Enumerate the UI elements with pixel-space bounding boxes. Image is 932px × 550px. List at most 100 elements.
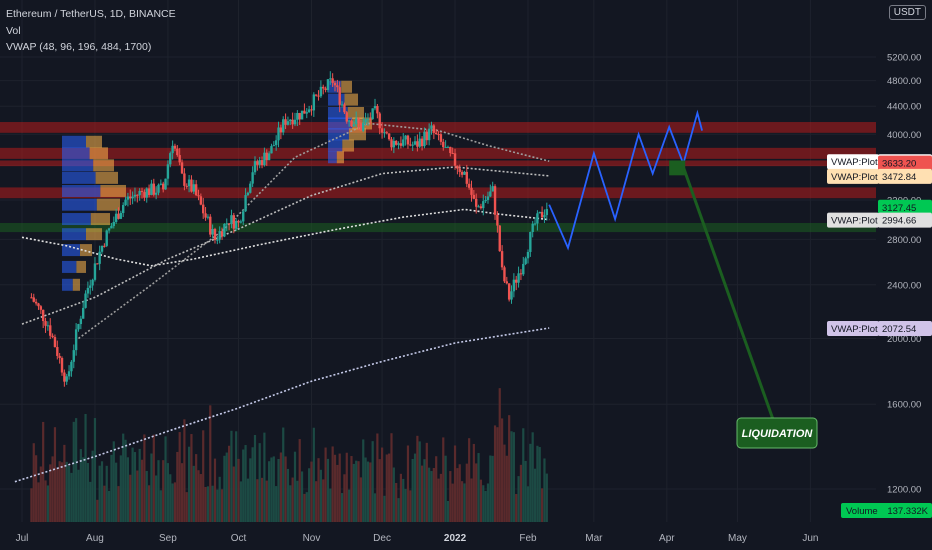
volume-bar <box>519 464 523 522</box>
zone-resistance <box>0 147 876 159</box>
volume-bar <box>169 474 172 522</box>
candle-body <box>406 135 410 145</box>
candle-body <box>397 143 400 145</box>
volume-bar <box>183 419 186 522</box>
vol-legend[interactable]: Vol <box>6 25 21 37</box>
candle-body <box>197 195 200 197</box>
y-tick-label: 4000.00 <box>887 130 921 141</box>
candle-body <box>286 121 290 125</box>
candle-body <box>239 221 243 223</box>
candle-body <box>51 335 54 338</box>
candle-body <box>190 179 193 192</box>
profile-bar-sell <box>342 139 354 152</box>
candle-body <box>366 118 370 120</box>
candle-body <box>347 120 351 122</box>
volume-bar <box>510 431 513 522</box>
x-tick-label: Sep <box>159 533 177 544</box>
profile-bar-sell <box>96 198 120 211</box>
candle-body <box>362 122 365 131</box>
series-name-box <box>827 212 879 228</box>
volume-bar <box>460 481 464 522</box>
volume-bar <box>416 435 419 522</box>
currency-selector[interactable]: USDT <box>888 5 926 20</box>
volume-bar <box>428 467 431 522</box>
candle-body <box>500 251 504 268</box>
volume-bar <box>508 415 511 522</box>
candle-body <box>30 297 33 299</box>
candle-body <box>44 321 47 326</box>
candle-body <box>46 325 50 327</box>
volume-bar <box>418 441 421 522</box>
volume-bar <box>230 430 233 522</box>
candle-body <box>470 187 473 195</box>
volume-bar <box>35 455 38 522</box>
volume-bar <box>486 483 490 522</box>
volume-bar <box>300 471 304 522</box>
candle-body <box>216 239 219 241</box>
vwap-line <box>78 122 550 340</box>
profile-bar-buy <box>62 278 73 291</box>
volume-bar <box>340 493 344 522</box>
volume-bar <box>30 488 33 522</box>
volume-bar <box>463 483 466 522</box>
candle-body <box>533 223 537 225</box>
volume-bar <box>79 449 82 522</box>
profile-bar-sell <box>341 80 352 93</box>
candle-body <box>486 196 490 200</box>
candle-body <box>538 211 541 214</box>
volume-bar <box>503 444 506 522</box>
profile-bar-buy <box>62 260 77 273</box>
volume-bar <box>131 447 134 522</box>
candle-body <box>169 153 172 165</box>
candle-body <box>314 94 318 96</box>
profile-bar-buy <box>62 184 101 197</box>
candle-body <box>482 201 485 209</box>
volume-bar <box>376 433 379 522</box>
volume-bar <box>256 479 259 522</box>
volume-bar <box>496 427 499 522</box>
volume-bar <box>541 488 544 522</box>
volume-bar <box>472 443 475 522</box>
volume-bar <box>223 455 226 522</box>
volume-bar <box>324 447 327 522</box>
volume-bar <box>204 486 207 522</box>
projection-path <box>548 109 703 251</box>
y-tick-label: 5200.00 <box>887 53 921 64</box>
volume-bar <box>545 473 548 522</box>
volume-bar <box>312 427 315 522</box>
profile-bar-buy <box>328 151 337 164</box>
candle-body <box>112 221 115 226</box>
volume-bar <box>435 456 438 522</box>
volume-bar <box>543 458 546 522</box>
series-name: VWAP:Plot <box>831 324 878 335</box>
series-name: VWAP:Plot <box>831 172 878 183</box>
candle-body <box>265 152 268 161</box>
candle-body <box>209 216 212 235</box>
candle-body <box>312 94 316 111</box>
candle-body <box>376 106 379 114</box>
volume-bar <box>37 482 40 522</box>
candle-body <box>296 112 299 120</box>
candle-body <box>491 186 494 192</box>
candle-body <box>131 196 134 199</box>
volume-bar <box>140 459 144 522</box>
volume-bar <box>491 455 494 522</box>
symbol-legend[interactable]: Ethereum / TetherUS, 1D, BINANCE <box>6 8 176 20</box>
candle-body <box>119 212 123 219</box>
series-name-box <box>827 321 879 337</box>
profile-bar-buy <box>62 147 90 160</box>
volume-bar <box>526 486 530 522</box>
volume-bar <box>86 463 89 522</box>
candle-body <box>277 127 280 141</box>
candle-body <box>477 206 480 208</box>
candle-body <box>89 285 92 288</box>
candle-body <box>124 199 127 206</box>
profile-bar-sell <box>89 147 108 160</box>
volume-bar <box>395 482 398 522</box>
candle-body <box>100 245 104 252</box>
volume-bar <box>58 461 61 522</box>
volume-bar <box>399 473 403 522</box>
vwap-legend[interactable]: VWAP (48, 96, 196, 484, 1700) <box>6 41 152 53</box>
candle-body <box>183 173 186 186</box>
